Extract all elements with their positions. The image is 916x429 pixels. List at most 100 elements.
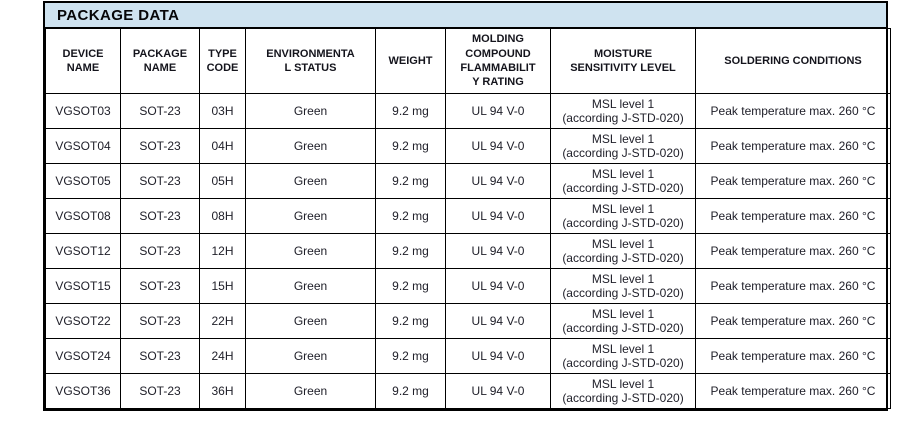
msl-line: MSL level 1 — [591, 376, 655, 391]
msl-line: MSL level 1 — [591, 201, 655, 216]
cell-weight: 9.2 mg — [375, 303, 446, 339]
col-header-weight: WEIGHT — [375, 28, 446, 94]
msl-line: MSL level 1 — [591, 166, 655, 181]
cell-moisture-sensitivity-level: MSL level 1 (according J-STD-020) — [550, 338, 696, 374]
table-row: VGSOT04 SOT-23 04H Green 9.2 mg UL 94 V-… — [45, 128, 891, 164]
msl-line: (according J-STD-020) — [562, 356, 684, 370]
msl-line: (according J-STD-020) — [562, 391, 684, 405]
cell-environmental-status: Green — [245, 268, 376, 304]
col-header-environmental-status: ENVIRONMENTA L STATUS — [245, 28, 376, 94]
msl-line: (according J-STD-020) — [562, 251, 684, 265]
header-line: PACKAGE — [132, 47, 188, 60]
cell-soldering-conditions: Peak temperature max. 260 °C — [695, 198, 891, 234]
cell-package-name: SOT-23 — [120, 163, 200, 199]
cell-type-code: 24H — [199, 338, 246, 374]
msl-line: MSL level 1 — [591, 306, 655, 321]
cell-weight: 9.2 mg — [375, 163, 446, 199]
cell-flammability-rating: UL 94 V-0 — [445, 338, 551, 374]
cell-weight: 9.2 mg — [375, 128, 446, 164]
cell-environmental-status: Green — [245, 338, 376, 374]
header-line: NAME — [66, 62, 100, 74]
header-line: COMPOUND — [465, 47, 531, 60]
cell-environmental-status: Green — [245, 303, 376, 339]
table-row: VGSOT05 SOT-23 05H Green 9.2 mg UL 94 V-… — [45, 163, 891, 199]
header-line: Y RATING — [472, 76, 524, 89]
cell-package-name: SOT-23 — [120, 268, 200, 304]
msl-line: (according J-STD-020) — [562, 321, 684, 335]
cell-device-name: VGSOT15 — [45, 268, 121, 304]
cell-device-name: VGSOT04 — [45, 128, 121, 164]
cell-device-name: VGSOT12 — [45, 233, 121, 269]
col-header-device-name: DEVICE NAME — [45, 28, 121, 94]
cell-device-name: VGSOT05 — [45, 163, 121, 199]
header-line: TYPE — [208, 47, 237, 60]
header-line: MOISTURE — [593, 47, 653, 60]
cell-weight: 9.2 mg — [375, 198, 446, 234]
msl-line: MSL level 1 — [591, 236, 655, 251]
table-row: VGSOT24 SOT-23 24H Green 9.2 mg UL 94 V-… — [45, 338, 891, 374]
header-line: SOLDERING CONDITIONS — [724, 54, 862, 67]
cell-environmental-status: Green — [245, 373, 376, 409]
cell-type-code: 36H — [199, 373, 246, 409]
cell-type-code: 04H — [199, 128, 246, 164]
cell-weight: 9.2 mg — [375, 338, 446, 374]
cell-type-code: 12H — [199, 233, 246, 269]
header-line: DEVICE — [62, 47, 104, 60]
header-line: L STATUS — [284, 62, 337, 74]
cell-package-name: SOT-23 — [120, 338, 200, 374]
cell-environmental-status: Green — [245, 128, 376, 164]
col-header-soldering-conditions: SOLDERING CONDITIONS — [695, 28, 891, 94]
cell-flammability-rating: UL 94 V-0 — [445, 373, 551, 409]
cell-package-name: SOT-23 — [120, 373, 200, 409]
cell-moisture-sensitivity-level: MSL level 1 (according J-STD-020) — [550, 198, 696, 234]
package-data-table: DEVICE NAME PACKAGE NAME TYPE CODE ENVIR… — [45, 28, 891, 409]
cell-soldering-conditions: Peak temperature max. 260 °C — [695, 303, 891, 339]
cell-moisture-sensitivity-level: MSL level 1 (according J-STD-020) — [550, 93, 696, 129]
msl-line: MSL level 1 — [591, 96, 655, 111]
cell-package-name: SOT-23 — [120, 128, 200, 164]
cell-device-name: VGSOT03 — [45, 93, 121, 129]
cell-soldering-conditions: Peak temperature max. 260 °C — [695, 233, 891, 269]
msl-line: MSL level 1 — [591, 271, 655, 286]
cell-weight: 9.2 mg — [375, 93, 446, 129]
table-row: VGSOT22 SOT-23 22H Green 9.2 mg UL 94 V-… — [45, 303, 891, 339]
cell-package-name: SOT-23 — [120, 303, 200, 339]
cell-weight: 9.2 mg — [375, 268, 446, 304]
header-line: NAME — [143, 62, 177, 74]
cell-environmental-status: Green — [245, 163, 376, 199]
cell-moisture-sensitivity-level: MSL level 1 (according J-STD-020) — [550, 268, 696, 304]
cell-moisture-sensitivity-level: MSL level 1 (according J-STD-020) — [550, 373, 696, 409]
cell-device-name: VGSOT08 — [45, 198, 121, 234]
col-header-type-code: TYPE CODE — [199, 28, 246, 94]
cell-soldering-conditions: Peak temperature max. 260 °C — [695, 373, 891, 409]
cell-flammability-rating: UL 94 V-0 — [445, 198, 551, 234]
cell-device-name: VGSOT22 — [45, 303, 121, 339]
header-line: SENSITIVITY LEVEL — [570, 62, 676, 74]
cell-flammability-rating: UL 94 V-0 — [445, 268, 551, 304]
cell-soldering-conditions: Peak temperature max. 260 °C — [695, 128, 891, 164]
msl-line: (according J-STD-020) — [562, 216, 684, 230]
cell-soldering-conditions: Peak temperature max. 260 °C — [695, 338, 891, 374]
cell-flammability-rating: UL 94 V-0 — [445, 303, 551, 339]
msl-line: (according J-STD-020) — [562, 146, 684, 160]
cell-weight: 9.2 mg — [375, 233, 446, 269]
cell-type-code: 05H — [199, 163, 246, 199]
cell-type-code: 08H — [199, 198, 246, 234]
header-line: FLAMMABILIT — [460, 62, 536, 74]
cell-soldering-conditions: Peak temperature max. 260 °C — [695, 163, 891, 199]
cell-package-name: SOT-23 — [120, 198, 200, 234]
table-row: VGSOT36 SOT-23 36H Green 9.2 mg UL 94 V-… — [45, 373, 891, 409]
table-row: VGSOT08 SOT-23 08H Green 9.2 mg UL 94 V-… — [45, 198, 891, 234]
cell-flammability-rating: UL 94 V-0 — [445, 128, 551, 164]
cell-type-code: 03H — [199, 93, 246, 129]
cell-environmental-status: Green — [245, 93, 376, 129]
col-header-moisture-sensitivity-level: MOISTURE SENSITIVITY LEVEL — [550, 28, 696, 94]
msl-line: (according J-STD-020) — [562, 286, 684, 300]
header-line: CODE — [206, 62, 239, 74]
cell-environmental-status: Green — [245, 233, 376, 269]
cell-soldering-conditions: Peak temperature max. 260 °C — [695, 93, 891, 129]
cell-moisture-sensitivity-level: MSL level 1 (according J-STD-020) — [550, 128, 696, 164]
cell-package-name: SOT-23 — [120, 93, 200, 129]
section-title-bar: PACKAGE DATA — [45, 3, 886, 28]
